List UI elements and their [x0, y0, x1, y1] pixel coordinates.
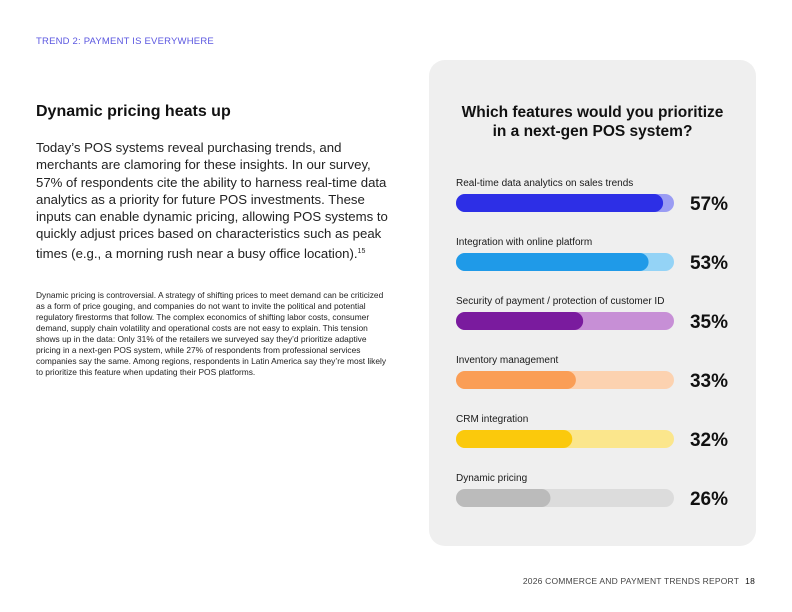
- section-heading: Dynamic pricing heats up: [36, 103, 231, 120]
- bar-label: Dynamic pricing: [456, 473, 527, 484]
- bar-value-label: 35%: [690, 312, 728, 333]
- intro-text: Today’s POS systems reveal purchasing tr…: [36, 140, 388, 261]
- bar-label: Inventory management: [456, 355, 559, 366]
- bar-value-label: 32%: [690, 430, 728, 451]
- chart-title-line-2: in a next-gen POS system?: [492, 123, 693, 140]
- bar: [456, 430, 573, 448]
- bar-label: Real-time data analytics on sales trends: [456, 178, 633, 189]
- bar: [456, 194, 664, 212]
- chart-title-line-1: Which features would you prioritize: [461, 104, 724, 121]
- bar-value-label: 33%: [690, 371, 728, 392]
- chart-title: Which features would you prioritize in a…: [429, 103, 756, 141]
- bar: [456, 312, 584, 330]
- bar-value-label: 53%: [690, 253, 728, 274]
- bar: [456, 371, 576, 389]
- footer-report-title: 2026 COMMERCE AND PAYMENT TRENDS REPORT: [522, 576, 740, 586]
- bar-value-label: 57%: [690, 194, 728, 215]
- bar: [456, 253, 649, 271]
- footnote-marker[interactable]: 15: [357, 247, 366, 255]
- bar: [456, 489, 551, 507]
- footer: 2026 COMMERCE AND PAYMENT TRENDS REPORT 1…: [523, 576, 755, 586]
- bar-label: CRM integration: [456, 414, 528, 425]
- page-number: 18: [745, 576, 755, 586]
- bar-label: Security of payment / protection of cust…: [456, 296, 664, 307]
- intro-paragraph: Today’s POS systems reveal purchasing tr…: [36, 139, 388, 262]
- bar-label: Integration with online platform: [456, 237, 592, 248]
- eyebrow-label: TREND 2: PAYMENT IS EVERYWHERE: [36, 36, 214, 47]
- body-paragraph: Dynamic pricing is controversial. A stra…: [36, 290, 387, 377]
- chart-panel: Which features would you prioritize in a…: [429, 60, 756, 546]
- bar-value-label: 26%: [690, 489, 728, 510]
- bar-chart: Real-time data analytics on sales trends…: [456, 178, 728, 510]
